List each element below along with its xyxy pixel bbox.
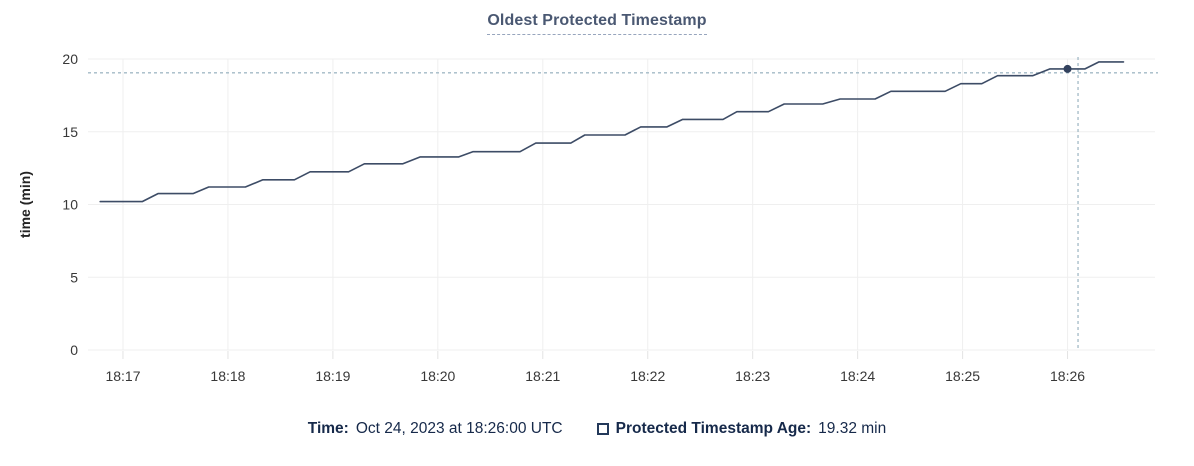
series-line <box>99 61 1125 203</box>
legend-series-value: 19.32 min <box>818 420 887 437</box>
x-tick-label: 18:17 <box>105 368 140 384</box>
x-tick-label: 18:19 <box>315 368 350 384</box>
legend-time-value: Oct 24, 2023 at 18:26:00 UTC <box>355 420 563 437</box>
legend-time: Time: Oct 24, 2023 at 18:26:00 UTC <box>308 420 563 438</box>
y-tick-label: 20 <box>62 51 78 67</box>
chart-title[interactable]: Oldest Protected Timestamp <box>487 12 707 35</box>
x-tick-label: 18:24 <box>840 368 875 384</box>
x-tick-label: 18:18 <box>210 368 245 384</box>
x-tick-label: 18:20 <box>420 368 455 384</box>
y-axis-title: time (min) <box>17 171 33 238</box>
chart-header: Oldest Protected Timestamp <box>0 12 1194 35</box>
x-tick-label: 18:23 <box>735 368 770 384</box>
chart-legend: Time: Oct 24, 2023 at 18:26:00 UTC Prote… <box>0 420 1194 438</box>
legend-series-label: Protected Timestamp Age: <box>615 420 812 437</box>
series-checkbox-icon[interactable] <box>596 423 609 435</box>
y-tick-label: 15 <box>62 124 78 140</box>
legend-time-label: Time: <box>307 420 349 437</box>
x-tick-label: 18:21 <box>525 368 560 384</box>
hover-point-dot <box>1063 64 1072 73</box>
x-tick-label: 18:26 <box>1050 368 1085 384</box>
legend-series-toggle[interactable]: Protected Timestamp Age: 19.32 min <box>596 420 887 438</box>
chart-plot-area[interactable]: 0 5 10 15 20 18:17 18:18 18:19 18:20 18:21 18:22 18… <box>0 0 1194 400</box>
y-tick-label: 10 <box>62 197 78 213</box>
y-tick-label: 0 <box>70 342 78 358</box>
x-tick-label: 18:22 <box>630 368 665 384</box>
x-tick-label: 18:25 <box>945 368 980 384</box>
y-tick-label: 5 <box>70 269 78 285</box>
